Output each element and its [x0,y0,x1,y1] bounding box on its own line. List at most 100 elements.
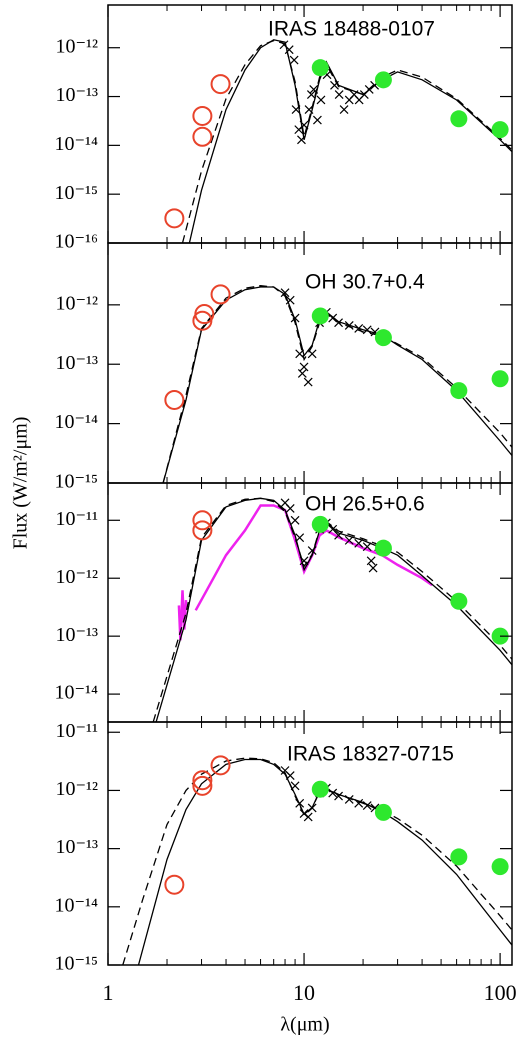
cross-marker [334,90,344,99]
dashed-line [181,39,512,243]
dot-marker [491,370,509,388]
cross-marker [309,84,319,94]
y-tick-label: 10⁻¹⁴ [54,133,98,155]
cross-marker [362,542,372,552]
panel-title: IRAS 18327-0715 [287,743,454,766]
cross-marker [354,798,364,808]
cross-marker [299,556,309,566]
cross-marker [295,533,305,543]
y-tick-label: 10⁻¹² [55,778,98,800]
panel [162,284,512,483]
line [177,504,433,641]
open-circle-marker [192,775,213,796]
line [155,497,512,722]
cross-marker [284,45,294,55]
cross-marker [344,795,354,804]
cross-marker [304,105,314,115]
open-circle-marker [192,126,213,147]
dot-marker [374,539,392,557]
cross-marker [291,105,301,115]
cross-marker [366,556,376,566]
x-tick-label: 10 [293,980,315,1005]
cross-marker [303,377,313,387]
y-tick-label: 10⁻¹¹ [55,720,98,742]
y-tick-label: 10⁻¹² [55,566,98,588]
open-circle-marker [192,520,213,541]
open-circle-marker [210,74,231,95]
cross-marker [290,781,300,791]
cross-marker [316,95,326,105]
cross-marker [334,530,343,540]
dot-marker [450,382,468,400]
line [188,39,512,243]
x-tick-label: 1 [103,980,114,1005]
y-tick-label: 10⁻¹⁵ [54,182,98,204]
y-tick-label: 10⁻¹³ [55,84,98,106]
dot-marker [374,71,392,89]
cross-marker [344,321,354,330]
cross-marker [285,504,295,513]
cross-marker [297,369,307,378]
open-circle-marker [192,510,213,531]
cross-marker [362,801,372,810]
cross-marker [285,771,295,781]
y-tick-label: 10⁻¹³ [55,352,98,374]
y-tick-label: 10⁻¹² [55,292,98,314]
panel-title: IRAS 18488-0107 [268,18,435,41]
x-tick-label: 100 [484,980,517,1005]
y-tick-label: 10⁻¹³ [55,836,98,858]
dot-marker [311,780,329,798]
dot-marker [311,59,329,77]
cross-marker [368,563,378,573]
open-circle-marker [210,755,231,776]
y-tick-label: 10⁻¹⁴ [54,411,98,433]
y-tick-label: 10⁻¹³ [55,624,98,646]
cross-marker [344,535,354,545]
cross-marker [307,349,317,359]
y-tick-label: 10⁻¹⁶ [54,231,98,253]
cross-marker [280,288,290,298]
panel [164,39,512,243]
dashed-line [162,285,512,483]
cross-marker [362,325,372,335]
cross-marker [354,324,364,333]
cross-marker [328,788,338,798]
panel [122,755,512,965]
panel-frame [107,721,513,966]
y-axis-label: Flux (W/m²/μm) [10,417,32,550]
line [162,286,512,483]
dot-marker [311,307,329,325]
cross-marker [290,515,300,525]
open-circle-marker [194,304,215,325]
panel-title: OH 26.5+0.6 [305,493,425,516]
cross-marker [297,135,306,145]
open-circle-marker [210,284,231,305]
cross-marker [306,90,316,99]
y-tick-label: 10⁻¹⁴ [54,894,98,916]
cross-marker [354,538,364,548]
dot-marker [450,848,468,866]
cross-marker [295,798,305,808]
cross-marker [299,362,309,372]
open-circle-marker [192,770,213,791]
cross-marker [289,55,299,65]
cross-marker [303,812,313,822]
cross-marker [334,791,343,801]
open-circle-marker [164,874,185,895]
open-circle-marker [164,208,185,229]
y-tick-label: 10⁻¹⁴ [54,682,98,704]
y-tick-label: 10⁻¹² [55,35,98,57]
cross-marker [285,295,295,305]
x-axis-label: λ(μm) [280,1014,329,1036]
cross-marker [307,546,317,556]
cross-marker [295,349,305,359]
dot-marker [491,121,509,139]
cross-marker [328,313,338,323]
open-circle-marker [164,389,185,410]
dot-marker [450,592,468,610]
y-tick-label: 10⁻¹⁵ [54,953,98,975]
cross-marker [307,803,317,813]
panel-title: OH 30.7+0.4 [305,271,425,294]
cross-marker [330,80,339,90]
